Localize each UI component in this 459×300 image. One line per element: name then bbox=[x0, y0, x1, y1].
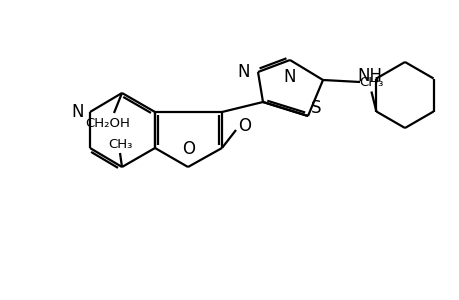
Text: N: N bbox=[283, 68, 296, 86]
Text: CH₃: CH₃ bbox=[107, 137, 132, 151]
Text: S: S bbox=[310, 99, 320, 117]
Text: CH₃: CH₃ bbox=[358, 76, 383, 89]
Text: O: O bbox=[238, 117, 251, 135]
Text: CH₂OH: CH₂OH bbox=[85, 116, 130, 130]
Text: N: N bbox=[71, 103, 84, 121]
Text: N: N bbox=[237, 63, 249, 81]
Text: O: O bbox=[182, 140, 195, 158]
Text: NH: NH bbox=[357, 67, 382, 85]
